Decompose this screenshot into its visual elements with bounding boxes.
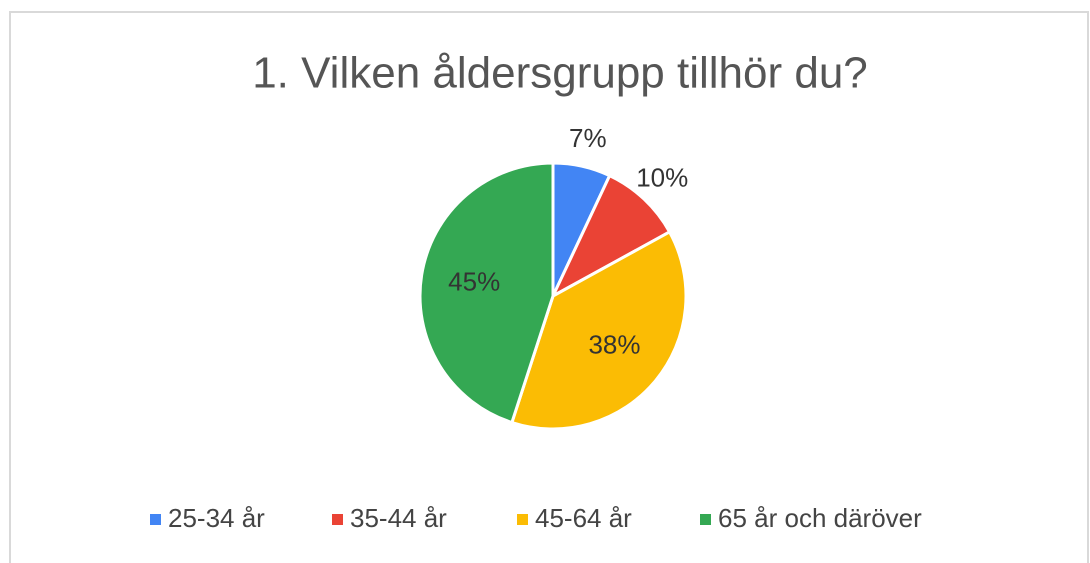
legend-label: 65 år och däröver: [718, 503, 922, 533]
data-label: 7%: [569, 123, 607, 153]
pie-slice: [549, 173, 672, 300]
legend-label: 35-44 år: [350, 503, 447, 533]
legend-swatch: [700, 514, 711, 525]
data-label: 38%: [588, 330, 640, 360]
pie-slice: [418, 161, 555, 425]
data-label: 10%: [636, 163, 688, 193]
legend-swatch: [150, 514, 161, 525]
pie-slice: [510, 229, 688, 431]
legend-swatch: [517, 514, 528, 525]
legend-swatch: [332, 514, 343, 525]
legend-label: 25-34 år: [168, 503, 265, 533]
chart-title: 1. Vilken åldersgrupp tillhör du?: [252, 49, 868, 98]
legend-label: 45-64 år: [535, 503, 632, 533]
data-label: 45%: [448, 266, 500, 296]
